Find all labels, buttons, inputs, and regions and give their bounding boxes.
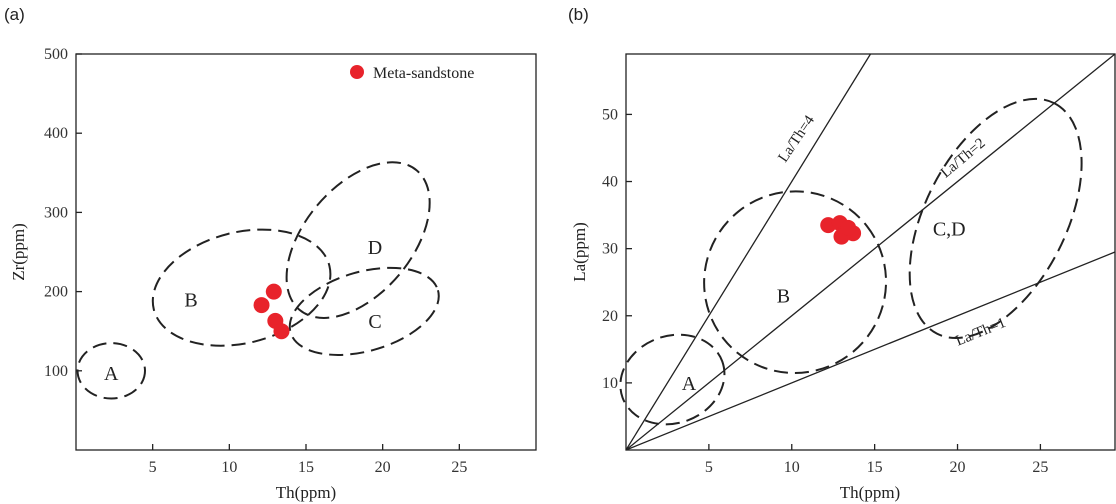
legend-marker [350, 65, 364, 79]
x-tick-label: 15 [298, 459, 314, 476]
panel-b-points [820, 215, 862, 245]
panel-a: (a) A B C D 5 10 15 20 25 100 200 300 400 500 Meta-s… [4, 5, 537, 502]
field-boundary [285, 161, 431, 319]
panel-b-ticks: 5 10 15 20 25 10 20 30 40 50 [602, 106, 1048, 476]
y-tick-label: 10 [602, 375, 618, 392]
x-tick-label: 10 [221, 459, 237, 476]
field-boundary [703, 190, 888, 375]
panel-a-x-axis-title: Th(ppm) [276, 483, 336, 502]
y-tick-label: 300 [44, 204, 68, 221]
panel-a-legend: Meta-sandstone [350, 65, 474, 82]
panel-a-y-axis-title: Zr(ppm) [9, 223, 28, 281]
x-tick-label: 20 [375, 459, 391, 476]
field-label: A [682, 373, 697, 395]
field-label: C [368, 311, 381, 333]
ratio-line [625, 53, 872, 451]
field-boundary [619, 333, 726, 426]
y-tick-label: 500 [44, 46, 68, 63]
ratio-line-label: La/Th=4 [775, 112, 818, 165]
x-tick-label: 5 [149, 459, 157, 476]
field-label: C,D [933, 219, 966, 241]
field-label: D [368, 237, 382, 259]
panel-a-frame [75, 53, 537, 451]
y-tick-label: 50 [602, 106, 618, 123]
y-tick-label: 20 [602, 308, 618, 325]
data-point [253, 297, 270, 314]
ratio-line [625, 251, 1116, 451]
panel-a-ticks: 5 10 15 20 25 100 200 300 400 500 [44, 46, 467, 476]
x-tick-label: 20 [950, 459, 966, 476]
field-boundary [908, 97, 1083, 340]
data-point [840, 219, 857, 236]
y-tick-label: 100 [44, 363, 68, 380]
y-tick-label: 200 [44, 284, 68, 301]
panel-a-fields: A B C D [76, 161, 440, 400]
x-tick-label: 5 [705, 459, 713, 476]
x-tick-label: 15 [867, 459, 883, 476]
panel-a-label: (a) [4, 5, 25, 24]
field-boundary [288, 266, 440, 356]
y-tick-label: 400 [44, 125, 68, 142]
legend-label: Meta-sandstone [373, 65, 474, 82]
panel-a-points [253, 283, 290, 340]
panel-b-fields: A B C,D [619, 97, 1083, 426]
x-tick-label: 25 [451, 459, 467, 476]
ratio-line [625, 53, 1116, 451]
field-boundary [151, 228, 332, 347]
data-point [265, 283, 282, 300]
field-label: B [777, 286, 790, 308]
field-label: B [184, 290, 197, 312]
panel-b-ratio-lines: La/Th=4 La/Th=2La/Th=1 [625, 53, 1116, 451]
panel-b-y-axis-title: La(ppm) [570, 222, 589, 281]
panel-b-label: (b) [568, 5, 589, 24]
panel-b: (b) La/Th=4 La/Th=2La/Th=1 A B C,D 5 10 15 20 2… [568, 5, 1116, 502]
field-label: A [104, 363, 119, 385]
panel-b-x-axis-title: Th(ppm) [840, 483, 900, 502]
y-tick-label: 30 [602, 241, 618, 258]
x-tick-label: 10 [784, 459, 800, 476]
x-tick-label: 25 [1032, 459, 1048, 476]
y-tick-label: 40 [602, 174, 618, 191]
data-point [273, 323, 290, 340]
